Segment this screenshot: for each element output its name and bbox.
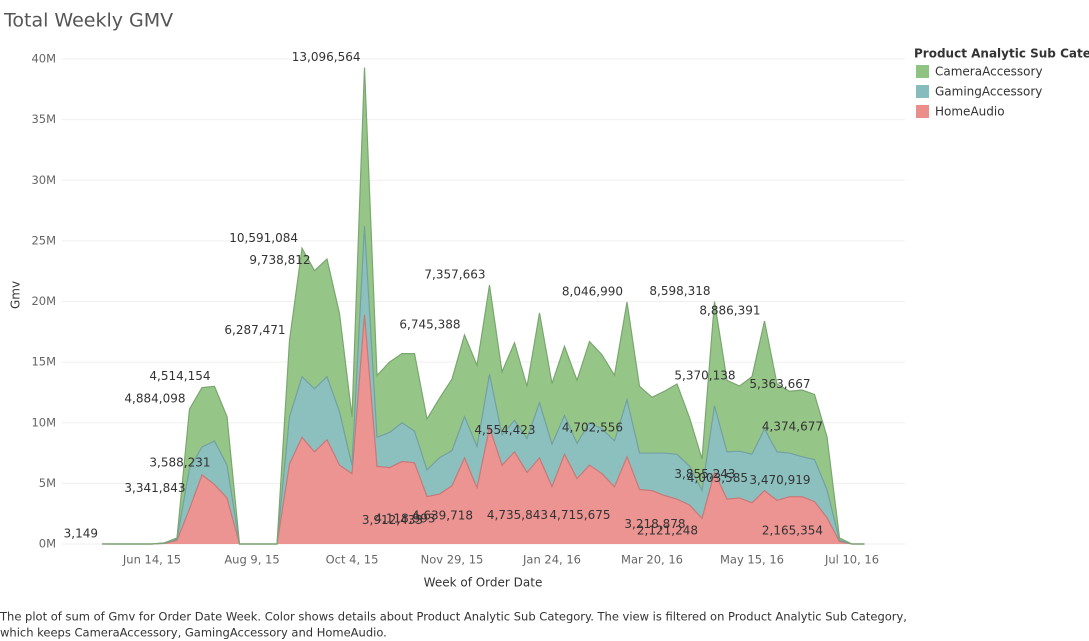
y-tick-label: 20M — [31, 294, 56, 308]
y-tick-label: 10M — [31, 415, 56, 429]
x-tick-label: Jun 14, 15 — [122, 553, 181, 567]
caption: which keeps CameraAccessory, GamingAcces… — [0, 626, 387, 640]
legend-label: HomeAudio — [935, 105, 1005, 119]
area — [102, 314, 865, 544]
data-label: 6,745,388 — [399, 317, 460, 331]
data-label: 3,341,843 — [124, 481, 185, 495]
data-label: 9,738,812 — [249, 253, 310, 267]
legend-swatch — [916, 65, 929, 78]
y-tick-label: 40M — [31, 52, 56, 66]
area — [102, 67, 865, 544]
y-tick-label: 35M — [31, 112, 56, 126]
chart-title: Total Weekly GMV — [3, 10, 173, 32]
caption: The plot of sum of Gmv for Order Date We… — [0, 610, 907, 624]
data-label: 4,554,423 — [474, 423, 535, 437]
data-label: 4,735,843 — [487, 508, 548, 522]
data-label: 13,096,564 — [292, 50, 361, 64]
data-label: 4,702,556 — [562, 421, 623, 435]
area-edge — [101, 67, 865, 545]
data-label: 3,470,919 — [749, 473, 810, 487]
y-axis-label: Gmv — [9, 281, 23, 309]
data-label: 3,912,433 — [362, 513, 423, 527]
data-label: 3,218,878 — [624, 517, 685, 531]
x-axis-label: Week of Order Date — [424, 576, 543, 590]
y-tick-label: 0M — [39, 537, 56, 551]
data-label: 2,165,354 — [762, 523, 823, 537]
data-label: 4,715,675 — [549, 508, 610, 522]
y-tick-label: 15M — [31, 355, 56, 369]
data-label: 5,370,138 — [674, 369, 735, 383]
legend-swatch — [916, 105, 929, 118]
data-label: 6,287,471 — [224, 323, 285, 337]
data-label: 4,003,585 — [687, 471, 748, 485]
data-label: 4,884,098 — [124, 392, 185, 406]
data-label: 4,374,677 — [762, 419, 823, 433]
y-tick-label: 25M — [31, 233, 56, 247]
y-tick-label: 30M — [31, 173, 56, 187]
x-tick-label: Jul 10, 16 — [824, 553, 879, 567]
data-label: 5,363,667 — [749, 377, 810, 391]
data-label: 4,639,718 — [412, 508, 473, 522]
x-tick-label: Aug 9, 15 — [224, 553, 279, 567]
legend-label: GamingAccessory — [935, 85, 1042, 99]
legend-label: CameraAccessory — [935, 65, 1043, 79]
area-edge — [102, 314, 865, 545]
x-tick-label: May 15, 16 — [720, 553, 784, 567]
area-edge — [102, 226, 865, 545]
y-tick-label: 5M — [39, 476, 56, 490]
data-label: 10,591,084 — [229, 231, 298, 245]
x-tick-label: Mar 20, 16 — [621, 553, 683, 567]
x-tick-label: Nov 29, 15 — [421, 553, 484, 567]
data-label: 2,121,248 — [637, 524, 698, 538]
area — [102, 226, 865, 544]
data-label: 8,598,318 — [649, 284, 710, 298]
data-label: 8,046,990 — [562, 285, 623, 299]
data-label: 7,357,663 — [424, 268, 485, 282]
x-tick-label: Jan 24, 16 — [522, 553, 581, 567]
x-tick-label: Oct 4, 15 — [326, 553, 379, 567]
data-label: 8,886,391 — [699, 304, 760, 318]
data-label: 3,588,231 — [149, 455, 210, 469]
data-label: 4,118,993 — [374, 512, 435, 526]
legend-title: Product Analytic Sub Category — [914, 47, 1089, 61]
data-label: 3,149 — [64, 526, 98, 540]
legend-swatch — [916, 85, 929, 98]
data-label: 4,514,154 — [149, 369, 210, 383]
data-label: 3,855,243 — [674, 467, 735, 481]
